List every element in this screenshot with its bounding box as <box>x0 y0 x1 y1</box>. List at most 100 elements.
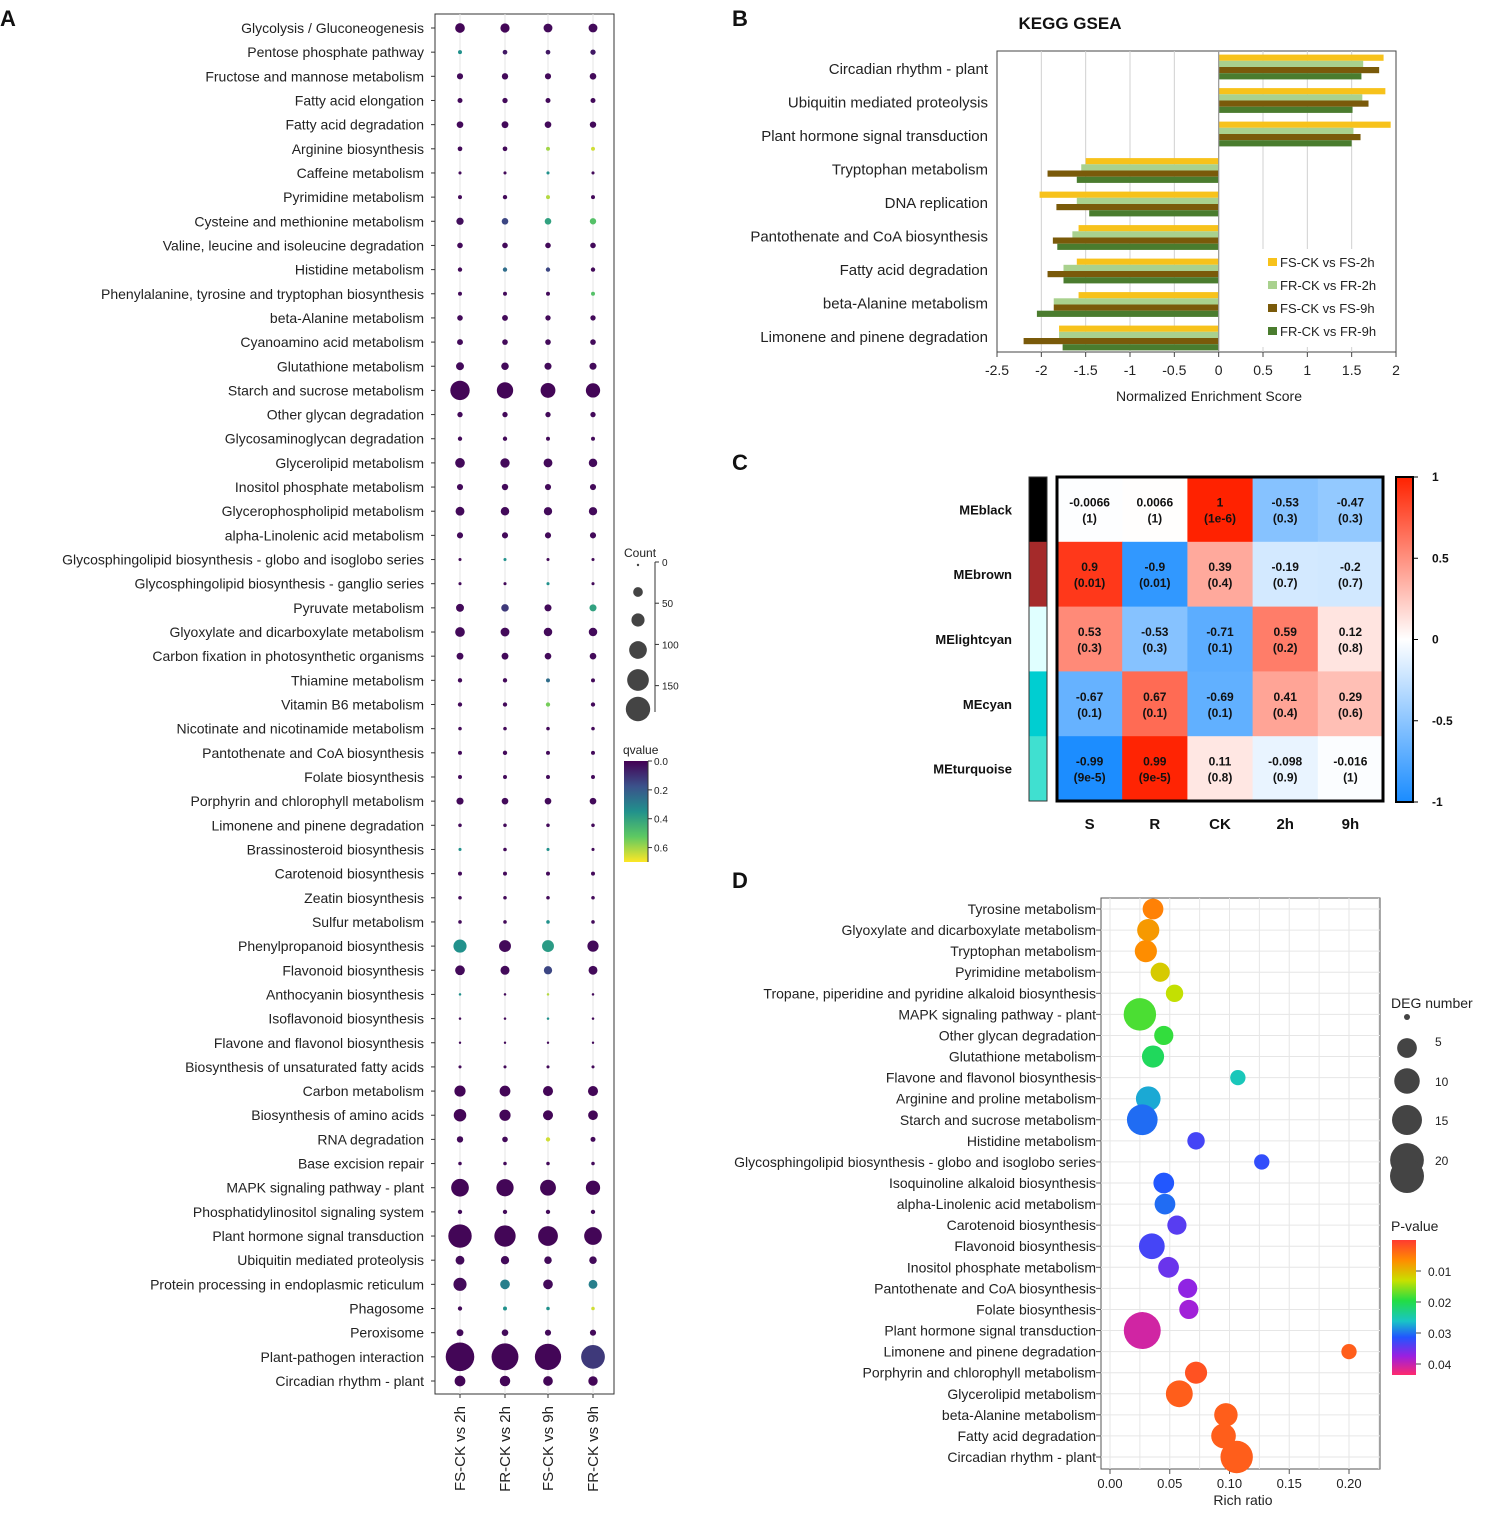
enrichment-point <box>1214 1403 1238 1427</box>
dotplot-row-label: Phagosome <box>349 1301 424 1317</box>
module-row-label: MEblack <box>959 502 1013 517</box>
gsea-x-tick-label: 1 <box>1303 362 1311 378</box>
dotplot-point <box>545 339 551 345</box>
enrichment-category-label: Tyrosine metabolism <box>968 901 1096 917</box>
dotplot-point <box>546 1065 550 1069</box>
qvalue-colorbar-tick-label: 0.0 <box>654 757 668 768</box>
dotplot-point <box>458 171 462 175</box>
dotplot-point <box>501 652 509 660</box>
dotplot-row-label: Folate biosynthesis <box>304 769 424 785</box>
gsea-bar <box>1072 231 1219 238</box>
dotplot-row-label: Fatty acid elongation <box>295 92 424 108</box>
heatmap-cell-value: -0.9 <box>1144 560 1165 574</box>
dotplot-point <box>457 1209 463 1215</box>
dotplot-point <box>546 920 550 924</box>
dotplot-point <box>458 582 462 586</box>
gsea-bar <box>1218 100 1369 107</box>
dotplot-row-label: Circadian rhythm - plant <box>275 1373 424 1389</box>
dotplot-row-label: Plant hormone signal transduction <box>212 1228 424 1244</box>
heatmap-cell <box>1122 477 1188 543</box>
dotplot-row-label: Glycosphingolipid biosynthesis - ganglio… <box>135 576 425 592</box>
dotplot-point <box>589 218 597 225</box>
dotplot-row-label: Cyanoamino acid metabolism <box>240 334 424 350</box>
dotplot-point <box>458 291 462 296</box>
heatmap-cell <box>1252 606 1319 672</box>
dotplot-point <box>589 362 597 370</box>
count-legend-tick-label: 0 <box>662 558 668 569</box>
dotplot-row-label: Biosynthesis of unsaturated fatty acids <box>185 1059 424 1075</box>
heatmap-cell-value: -0.71 <box>1206 625 1234 639</box>
dotplot-point <box>448 1224 472 1248</box>
dotplot-point <box>545 702 551 707</box>
dotplot-point <box>590 267 596 272</box>
gsea-bar <box>1218 94 1363 101</box>
dotplot-point <box>590 702 596 707</box>
gsea-legend-label: FS-CK vs FS-2h <box>1280 255 1375 270</box>
dotplot-point <box>502 678 508 683</box>
module-strip-frame <box>1028 476 1048 802</box>
enrichment-point <box>1341 1343 1357 1360</box>
heatmap-cell-value: 0.41 <box>1274 690 1298 704</box>
deg-legend-dot <box>1397 1038 1417 1058</box>
enrichment-category-label: Glutathione metabolism <box>949 1049 1096 1065</box>
dotplot-point <box>589 604 597 612</box>
dotplot-point <box>590 315 596 321</box>
enrichment-point <box>1211 1423 1236 1449</box>
dotplot-point <box>589 1329 597 1336</box>
dotplot-point <box>499 1085 511 1097</box>
enrichment-point <box>1179 1299 1199 1320</box>
gsea-x-tick-label: -0.5 <box>1162 362 1186 378</box>
dotplot-point <box>591 171 595 175</box>
dotplot-point <box>591 1065 595 1069</box>
heatmap-cell-value: -0.69 <box>1206 690 1234 704</box>
dotplot-row-label: Limonene and pinene degradation <box>211 817 424 833</box>
gsea-x-tick-label: 0.5 <box>1253 362 1273 378</box>
dotplot-point <box>456 603 464 612</box>
dotplot-point <box>503 1017 507 1020</box>
heatmap-cell-pvalue: (0.2) <box>1273 641 1298 655</box>
dotplot-point <box>458 993 462 996</box>
heatmap-cell <box>1057 477 1123 543</box>
dotplot-point <box>500 1279 510 1290</box>
heatmap-cell <box>1317 606 1384 672</box>
heatmap-cell-value: 0.12 <box>1339 625 1363 639</box>
dotplot-point <box>451 1178 469 1197</box>
enrichment-category-label: Limonene and pinene degradation <box>883 1344 1096 1360</box>
gsea-legend-label: FR-CK vs FR-2h <box>1280 278 1376 293</box>
enrichment-category-label: beta-Alanine metabolism <box>942 1407 1096 1423</box>
enrichment-point <box>1165 984 1184 1003</box>
qvalue-colorbar-tick-label: 0.2 <box>654 786 668 797</box>
dotplot-point <box>544 797 552 805</box>
gsea-legend-label: FR-CK vs FR-9h <box>1280 324 1376 339</box>
gsea-legend-label: FS-CK vs FS-9h <box>1280 301 1375 316</box>
dotplot-point <box>502 194 508 200</box>
heatmap-cell <box>1252 736 1319 802</box>
dotplot-point <box>499 940 511 953</box>
enrichment-category-label: Fatty acid degradation <box>957 1428 1096 1444</box>
dotplot-point <box>457 436 463 441</box>
dotplot-point <box>545 242 551 249</box>
dotplot-point <box>591 1306 595 1311</box>
enrichment-point <box>1134 940 1157 963</box>
heatmap-cell-value: -0.99 <box>1076 755 1104 769</box>
dotplot-point <box>590 49 596 55</box>
dotplot-point <box>503 920 507 924</box>
heatmap-cell-pvalue: (0.4) <box>1273 706 1298 720</box>
gsea-bar <box>1218 134 1361 141</box>
module-color-strip <box>1029 477 1047 543</box>
heatmap-cell <box>1122 736 1188 802</box>
dotplot-point <box>457 97 463 103</box>
heatmap-cell <box>1057 671 1123 737</box>
dotplot-point <box>545 1209 551 1215</box>
dotplot-point <box>458 726 462 731</box>
dotplot-point <box>458 871 462 876</box>
enrichment-category-label: Histidine metabolism <box>967 1133 1096 1149</box>
gsea-bar <box>1039 191 1219 198</box>
dotplot-point <box>543 1279 553 1290</box>
heatmap-col-label: CK <box>1209 816 1231 833</box>
dotplot-point <box>544 483 552 491</box>
heatmap-cell-pvalue: (0.01) <box>1139 576 1170 590</box>
panel-letter-a: A <box>0 6 16 31</box>
gsea-bar <box>1062 344 1219 351</box>
dotplot-point <box>458 50 462 55</box>
